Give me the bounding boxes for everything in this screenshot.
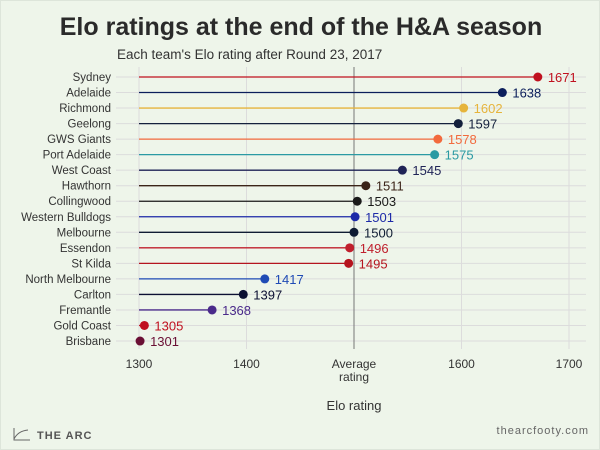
team-label: Adelaide bbox=[66, 88, 111, 100]
footer-url: thearcfooty.com bbox=[496, 425, 589, 437]
lollipop-point bbox=[139, 320, 149, 330]
value-label: 1495 bbox=[359, 256, 388, 271]
value-label: 1417 bbox=[275, 272, 304, 287]
team-label: Western Bulldogs bbox=[21, 212, 111, 224]
x-tick-label: rating bbox=[339, 370, 369, 384]
team-label: Brisbane bbox=[66, 336, 111, 348]
team-label: Richmond bbox=[59, 103, 111, 115]
lollipop-point bbox=[238, 289, 248, 299]
lollipop-point bbox=[361, 181, 371, 191]
chart-title: Elo ratings at the end of the H&A season bbox=[59, 13, 543, 41]
value-label: 1501 bbox=[365, 210, 394, 225]
team-label: Carlton bbox=[74, 289, 111, 301]
lollipop-point bbox=[453, 119, 463, 129]
x-tick-label: 1700 bbox=[556, 357, 583, 371]
team-label: Hawthorn bbox=[62, 181, 111, 193]
team-label: Fremantle bbox=[59, 305, 111, 317]
lollipop-point bbox=[533, 72, 543, 82]
value-label: 1575 bbox=[445, 148, 474, 163]
value-label: 1301 bbox=[150, 334, 179, 349]
value-label: 1578 bbox=[448, 132, 477, 147]
lollipop-point bbox=[459, 103, 469, 113]
value-label: 1368 bbox=[222, 303, 251, 318]
lollipop-point bbox=[344, 258, 354, 268]
lollipop-point bbox=[135, 336, 145, 346]
value-label: 1500 bbox=[364, 225, 393, 240]
x-tick-label: Average bbox=[332, 357, 377, 371]
value-label: 1671 bbox=[548, 70, 577, 85]
team-label: Gold Coast bbox=[53, 320, 111, 332]
value-label: 1597 bbox=[468, 117, 497, 132]
lollipop-point bbox=[349, 227, 359, 237]
team-label: Geelong bbox=[68, 119, 111, 131]
lollipop-point bbox=[430, 150, 440, 160]
value-label: 1602 bbox=[474, 101, 503, 116]
value-label: 1305 bbox=[154, 318, 183, 333]
value-label: 1545 bbox=[412, 163, 441, 178]
x-axis-title: Elo rating bbox=[327, 398, 382, 413]
team-label: Essendon bbox=[60, 243, 111, 255]
lollipop-point bbox=[433, 134, 443, 144]
x-tick-label: 1600 bbox=[448, 357, 475, 371]
team-label: Collingwood bbox=[48, 196, 111, 208]
value-label: 1496 bbox=[360, 241, 389, 256]
team-label: Port Adelaide bbox=[43, 150, 111, 162]
arc-logo-icon bbox=[13, 428, 30, 441]
footer-logo: THE ARC bbox=[13, 425, 92, 442]
chart-subtitle: Each team's Elo rating after Round 23, 2… bbox=[117, 47, 383, 62]
team-label: St Kilda bbox=[71, 258, 111, 270]
value-label: 1511 bbox=[376, 179, 404, 194]
lollipop-point bbox=[207, 305, 217, 315]
x-tick-label: 1400 bbox=[233, 357, 260, 371]
lollipop-point bbox=[260, 274, 270, 284]
lollipop-point bbox=[397, 165, 407, 175]
lollipop-point bbox=[352, 196, 362, 206]
lollipop-point bbox=[350, 212, 360, 222]
value-label: 1638 bbox=[512, 86, 541, 101]
value-label: 1503 bbox=[367, 194, 396, 209]
footer-logo-text: THE ARC bbox=[37, 430, 93, 442]
team-label: Sydney bbox=[73, 72, 112, 84]
team-label: Melbourne bbox=[57, 227, 111, 239]
team-label: North Melbourne bbox=[25, 274, 111, 286]
lollipop-point bbox=[345, 243, 355, 253]
team-label: GWS Giants bbox=[47, 134, 111, 146]
team-label: West Coast bbox=[52, 165, 112, 177]
value-label: 1397 bbox=[253, 287, 282, 302]
x-tick-label: 1300 bbox=[126, 357, 153, 371]
lollipop-point bbox=[497, 88, 507, 98]
